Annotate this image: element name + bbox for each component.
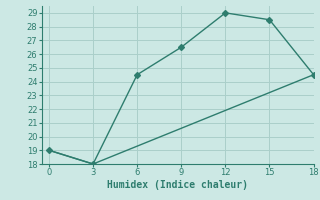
X-axis label: Humidex (Indice chaleur): Humidex (Indice chaleur) — [107, 180, 248, 190]
